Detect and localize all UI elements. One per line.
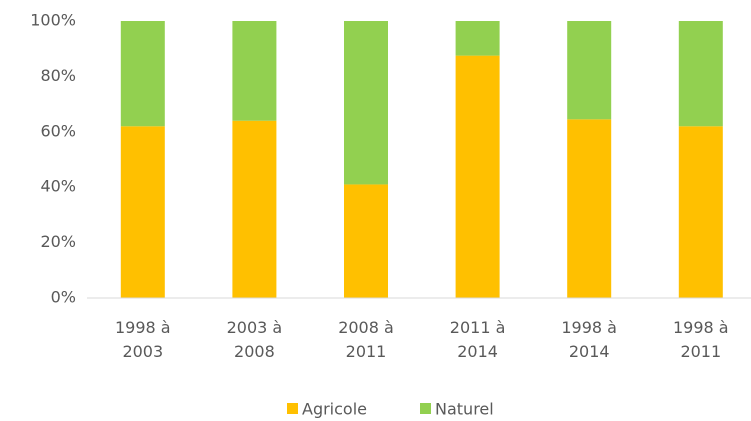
- x-tick-label: 1998 à 2014: [561, 318, 617, 361]
- y-tick-label: 40%: [40, 177, 76, 196]
- bar-segment: [678, 21, 723, 127]
- x-tick-label: 1998 à 2011: [672, 318, 729, 361]
- legend-swatch: [287, 403, 298, 414]
- x-tick-label: 1998 à 2003: [114, 318, 171, 361]
- x-tick-label: 2003 à 2008: [226, 318, 283, 361]
- y-tick-label: 60%: [40, 121, 76, 140]
- bar-segment: [120, 126, 165, 298]
- y-tick-label: 80%: [40, 66, 76, 85]
- x-tick-label: 2008 à 2011: [338, 318, 394, 361]
- bar-segment: [344, 184, 388, 298]
- bar-segment: [232, 21, 277, 121]
- bar-segment: [344, 21, 388, 185]
- y-tick-label: 100%: [30, 11, 76, 30]
- y-tick-label: 0%: [51, 288, 76, 307]
- y-tick-label: 20%: [40, 232, 76, 251]
- bar-segment: [232, 120, 277, 298]
- x-tick-label: 2011 à 2014: [449, 318, 506, 361]
- bar-segment: [567, 21, 612, 120]
- legend-label: Naturel: [435, 400, 494, 419]
- bar-segment: [455, 21, 500, 56]
- bar-segment: [455, 55, 500, 298]
- bar-segment: [678, 126, 723, 298]
- legend-swatch: [420, 403, 431, 414]
- bar-segment: [567, 119, 612, 299]
- bar-segment: [120, 21, 165, 127]
- legend-label: Agricole: [302, 400, 367, 419]
